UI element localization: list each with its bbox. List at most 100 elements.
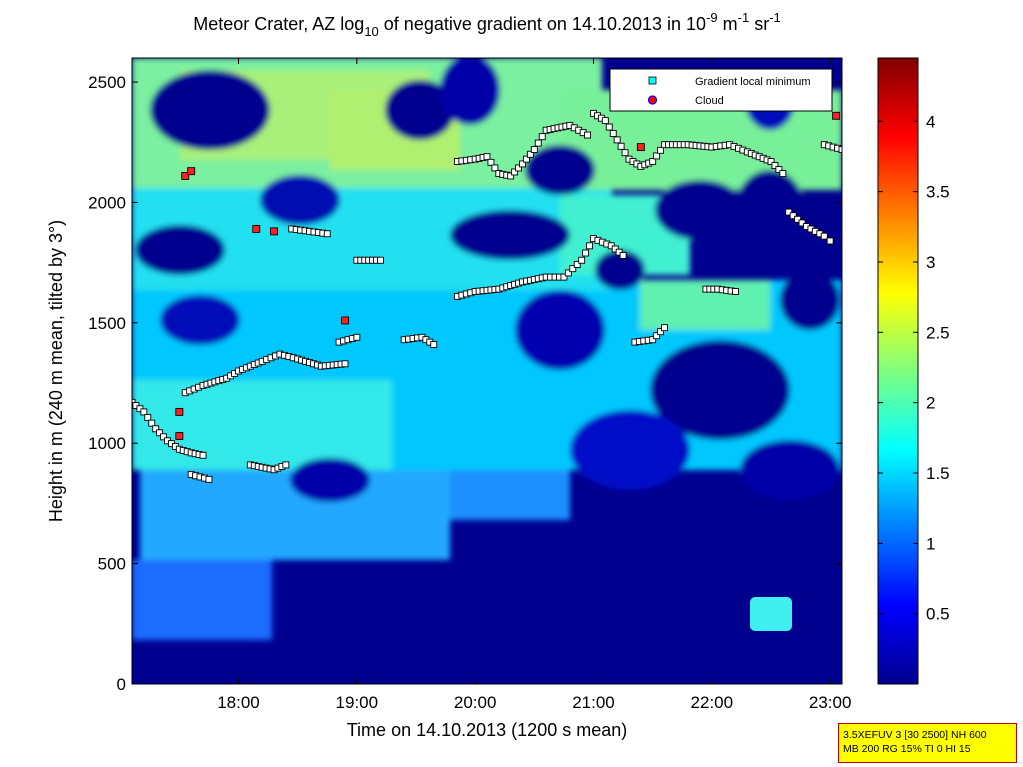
x-tick-label: 23:00	[809, 693, 852, 712]
cloud-marker	[636, 143, 645, 152]
y-axis-label: Height in m (240 m mean, tilted by 3°)	[46, 220, 66, 522]
colorbar-tick-label: 2	[926, 394, 935, 413]
gradient-minimum-marker	[560, 273, 568, 281]
gradient-minimum-marker	[160, 433, 168, 441]
gradient-minimum-marker	[617, 142, 625, 150]
gradient-minimum-marker	[657, 328, 665, 336]
legend-label-cloud: Cloud	[695, 95, 724, 107]
gradient-minimum-marker	[621, 149, 629, 157]
gradient-minimum-marker	[152, 425, 160, 433]
gradient-minimum-marker	[487, 158, 495, 166]
gradient-minimum-marker	[775, 166, 783, 174]
gradient-minimum-marker	[649, 336, 657, 344]
gradient-minimum-marker	[430, 341, 438, 348]
info-line-2: MB 200 RG 15% TI 0 HI 15	[843, 743, 971, 755]
gradient-minimum-marker	[144, 414, 152, 421]
y-tick-label: 0	[117, 675, 126, 694]
gradient-minimum-marker	[779, 170, 787, 178]
y-tick-label: 1000	[88, 434, 126, 453]
gradient-minimum-marker	[820, 232, 828, 240]
legend-label-gradient: Gradient local minimum	[695, 76, 811, 88]
y-axis: 0 500 1000 1500 2000 2500	[88, 73, 842, 694]
marker-layer	[132, 109, 842, 483]
gradient-minimum-marker	[491, 164, 499, 172]
x-tick-label: 20:00	[454, 693, 497, 712]
gradient-minimum-marker	[522, 155, 530, 163]
cloud-marker	[270, 227, 278, 236]
gradient-minimum-marker	[564, 269, 572, 277]
cloud-marker	[187, 167, 196, 176]
gradient-minimum-marker	[205, 475, 213, 483]
gradient-minimum-marker	[619, 251, 627, 259]
gradient-minimum-marker	[657, 146, 665, 154]
x-tick-label: 22:00	[691, 693, 734, 712]
colorbar	[877, 57, 919, 685]
gradient-minimum-marker	[483, 153, 491, 161]
cloud-marker	[175, 432, 184, 440]
heatmap-patch	[750, 597, 792, 631]
gradient-minimum-marker	[156, 429, 164, 437]
gradient-minimum-marker	[794, 215, 802, 223]
gradient-minimum-marker	[538, 133, 546, 141]
gradient-minimum-marker	[838, 146, 842, 153]
gradient-minimum-marker	[507, 172, 515, 180]
gradient-minimum-marker	[515, 164, 523, 172]
x-tick-label: 18:00	[217, 693, 260, 712]
y-tick-label: 2500	[88, 73, 126, 92]
chart-title: Meteor Crater, AZ log10 of negative grad…	[193, 10, 781, 39]
gradient-minimum-marker	[661, 324, 668, 332]
colorbar-tick-label: 3	[926, 253, 935, 272]
gradient-minimum-marker	[323, 230, 331, 238]
y-tick-label: 500	[98, 555, 126, 574]
x-tick-label: 19:00	[336, 693, 379, 712]
legend-square-marker	[648, 76, 657, 85]
gradient-minimum-marker	[534, 139, 542, 147]
gradient-minimum-marker	[601, 117, 609, 125]
gradient-minimum-marker	[826, 237, 834, 245]
gradient-minimum-marker	[653, 152, 661, 160]
colorbar-tick-label: 2.5	[926, 323, 950, 342]
heatmap	[132, 58, 842, 684]
gradient-minimum-marker	[530, 146, 538, 153]
gradient-minimum-marker	[573, 261, 581, 268]
gradient-minimum-marker	[519, 160, 526, 168]
colorbar-tick-label: 1	[926, 534, 935, 553]
gradient-minimum-marker	[353, 333, 361, 341]
colorbar-tick-label: 1.5	[926, 464, 950, 483]
gradient-minimum-marker	[140, 408, 148, 416]
gradient-minimum-marker	[584, 131, 592, 139]
y-tick-label: 2000	[88, 193, 126, 212]
gradient-minimum-marker	[653, 332, 661, 340]
gradient-minimum-marker	[341, 360, 349, 368]
info-box: 3.5XEFUV 3 [30 2500] NH 600 MB 200 RG 15…	[838, 723, 1017, 763]
cloud-marker	[252, 224, 261, 233]
gradient-minimum-marker	[798, 219, 806, 227]
plot-frame	[131, 57, 843, 685]
colorbar-axis: 0.5 1 1.5 2 2.5 3 3.5 4	[878, 112, 950, 624]
cloud-marker	[832, 111, 841, 120]
gradient-minimum-marker	[732, 288, 739, 295]
cloud-marker	[181, 172, 190, 180]
cloud-marker	[175, 407, 184, 416]
x-axis-label: Time on 14.10.2013 (1200 s mean)	[347, 720, 628, 740]
cloud-marker	[341, 316, 349, 325]
gradient-minimum-marker	[586, 242, 594, 250]
gradient-minimum-marker	[377, 256, 384, 264]
colorbar-tick-label: 0.5	[926, 605, 950, 624]
gradient-minimum-marker	[569, 265, 577, 273]
gradient-minimum-marker	[789, 212, 797, 220]
x-axis: 18:00 19:00 20:00 21:00 22:00 23:00	[217, 58, 851, 712]
gradient-minimum-marker	[785, 208, 793, 216]
gradient-minimum-marker	[578, 256, 586, 264]
gradient-minimum-marker	[771, 162, 779, 169]
gradient-minimum-marker	[767, 158, 775, 165]
legend-box	[609, 68, 833, 112]
colorbar-tick-label: 3.5	[926, 183, 950, 202]
gradient-minimum-marker	[649, 158, 657, 165]
colorbar-tick-label: 4	[926, 112, 935, 131]
gradient-minimum-marker	[613, 136, 621, 144]
legend-circle-marker	[647, 95, 658, 105]
gradient-minimum-marker	[582, 249, 590, 257]
gradient-minimum-marker	[605, 123, 613, 131]
